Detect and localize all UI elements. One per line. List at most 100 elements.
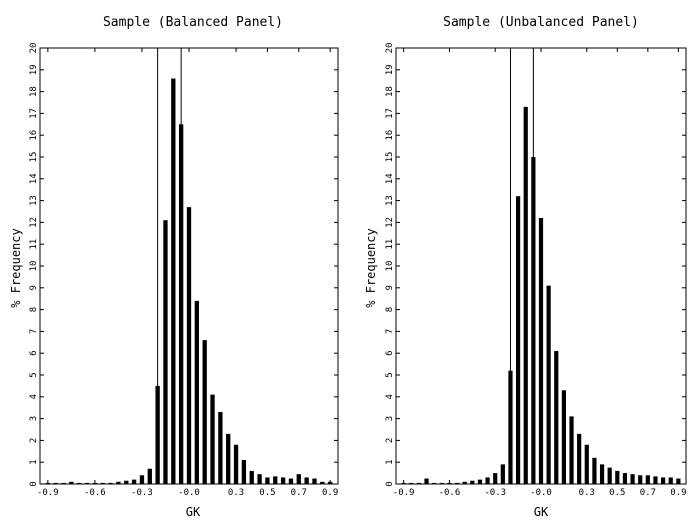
histogram-bar (77, 482, 82, 484)
histogram-bar (409, 482, 414, 484)
y-axis-label: % Frequency (364, 228, 378, 307)
y-tick-label: 6 (29, 350, 39, 355)
y-tick-label: 10 (385, 261, 395, 272)
y-tick-label: 13 (29, 195, 39, 206)
x-tick-label: -0.6 (84, 488, 106, 498)
y-tick-label: 19 (29, 64, 39, 75)
histogram-bar (424, 478, 429, 484)
histogram-bar (288, 478, 294, 484)
histogram-bar (561, 390, 566, 484)
y-tick-label: 11 (385, 239, 395, 250)
y-tick-label: 2 (385, 438, 395, 443)
histogram-bar (622, 473, 628, 484)
histogram-bar (210, 394, 215, 484)
histogram-bar (241, 460, 247, 484)
x-tick-label: -0.9 (393, 488, 415, 498)
histogram-bar (100, 482, 105, 484)
y-tick-label: 4 (385, 394, 395, 399)
x-tick-label: -0.6 (439, 488, 461, 498)
histogram-bar (131, 479, 137, 484)
x-axis-label: GK (534, 505, 549, 519)
x-tick-label: 0.7 (291, 488, 307, 498)
histogram-bar (546, 285, 551, 484)
histogram-bar (554, 351, 559, 484)
x-tick-label: 0.5 (609, 488, 625, 498)
y-tick-label: 8 (385, 307, 395, 312)
y-tick-label: 11 (29, 239, 39, 250)
y-tick-label: 20 (385, 43, 395, 54)
chart-panel-balanced: Sample (Balanced Panel) GK % Frequency 0… (9, 15, 339, 519)
histogram-bar (312, 478, 317, 484)
histogram-bar (516, 196, 521, 485)
y-tick-label: 17 (385, 108, 395, 119)
y-tick-label: 14 (29, 173, 39, 184)
histogram-bar (485, 477, 490, 484)
histogram-bar (470, 480, 475, 484)
histogram-bar (296, 474, 301, 484)
y-tick-label: 3 (385, 416, 395, 421)
histogram-bar (454, 482, 460, 484)
histogram-bar (538, 218, 544, 485)
histogram-bar (500, 464, 505, 484)
y-tick-label: 1 (29, 459, 39, 464)
y-tick-label: 2 (29, 438, 39, 443)
histogram-bar (194, 300, 199, 484)
y-tick-label: 16 (29, 130, 39, 141)
y-tick-label: 5 (29, 372, 39, 377)
y-tick-label: 5 (385, 372, 395, 377)
y-tick-label: 7 (29, 329, 39, 334)
histogram-bar (661, 477, 666, 484)
y-tick-label: 14 (385, 173, 395, 184)
histogram-bar (462, 481, 467, 484)
histogram-bar (218, 412, 223, 484)
histogram-bar (416, 482, 421, 484)
chart-title: Sample (Balanced Panel) (103, 15, 283, 30)
y-tick-label: 18 (385, 86, 395, 97)
x-tick-label: 0.9 (322, 488, 338, 498)
y-tick-label: 0 (385, 481, 395, 486)
y-tick-label: 15 (385, 152, 395, 163)
y-tick-label: 20 (29, 43, 39, 54)
histogram-bar (630, 474, 635, 484)
histogram-bar (249, 470, 254, 484)
y-tick-label: 0 (29, 481, 39, 486)
histogram-bar (61, 482, 66, 484)
histogram-bar (638, 475, 643, 484)
x-axis-label: GK (186, 505, 201, 519)
histogram-bar (401, 482, 406, 484)
histogram-bar (447, 482, 452, 484)
x-tick-label: 0.3 (228, 488, 244, 498)
histogram-bar (584, 444, 589, 484)
histogram-bar (615, 470, 620, 484)
histogram-bar (265, 477, 270, 484)
histogram-bar (202, 340, 207, 484)
histogram-bar (439, 482, 444, 484)
x-tick-label: 0.9 (670, 488, 686, 498)
histogram-bar (53, 482, 58, 484)
histogram-bar (477, 479, 483, 484)
histogram-bar (676, 478, 681, 484)
y-tick-label: 19 (385, 64, 395, 75)
histogram-bar (592, 457, 597, 484)
y-tick-label: 10 (29, 261, 39, 272)
x-tick-label: -0.0 (178, 488, 200, 498)
histogram-bar (92, 482, 98, 484)
histogram-bar (69, 481, 74, 484)
histogram-bar (607, 467, 612, 484)
x-tick-label: -0.0 (530, 488, 552, 498)
y-axis-label: % Frequency (9, 228, 23, 307)
histogram-bar (320, 481, 325, 484)
y-tick-label: 8 (29, 307, 39, 312)
chart-title: Sample (Unbalanced Panel) (443, 15, 639, 30)
x-tick-label: 0.5 (259, 488, 275, 498)
histogram-bar (599, 464, 605, 484)
histogram-bar (668, 477, 673, 484)
y-tick-label: 17 (29, 108, 39, 119)
histogram-bar (171, 78, 176, 485)
y-tick-label: 12 (29, 217, 39, 228)
y-tick-label: 13 (385, 195, 395, 206)
chart-panel-unbalanced: Sample (Unbalanced Panel) GK % Frequency… (364, 15, 687, 519)
histogram-bar (186, 207, 192, 484)
histogram-bar (116, 481, 121, 484)
